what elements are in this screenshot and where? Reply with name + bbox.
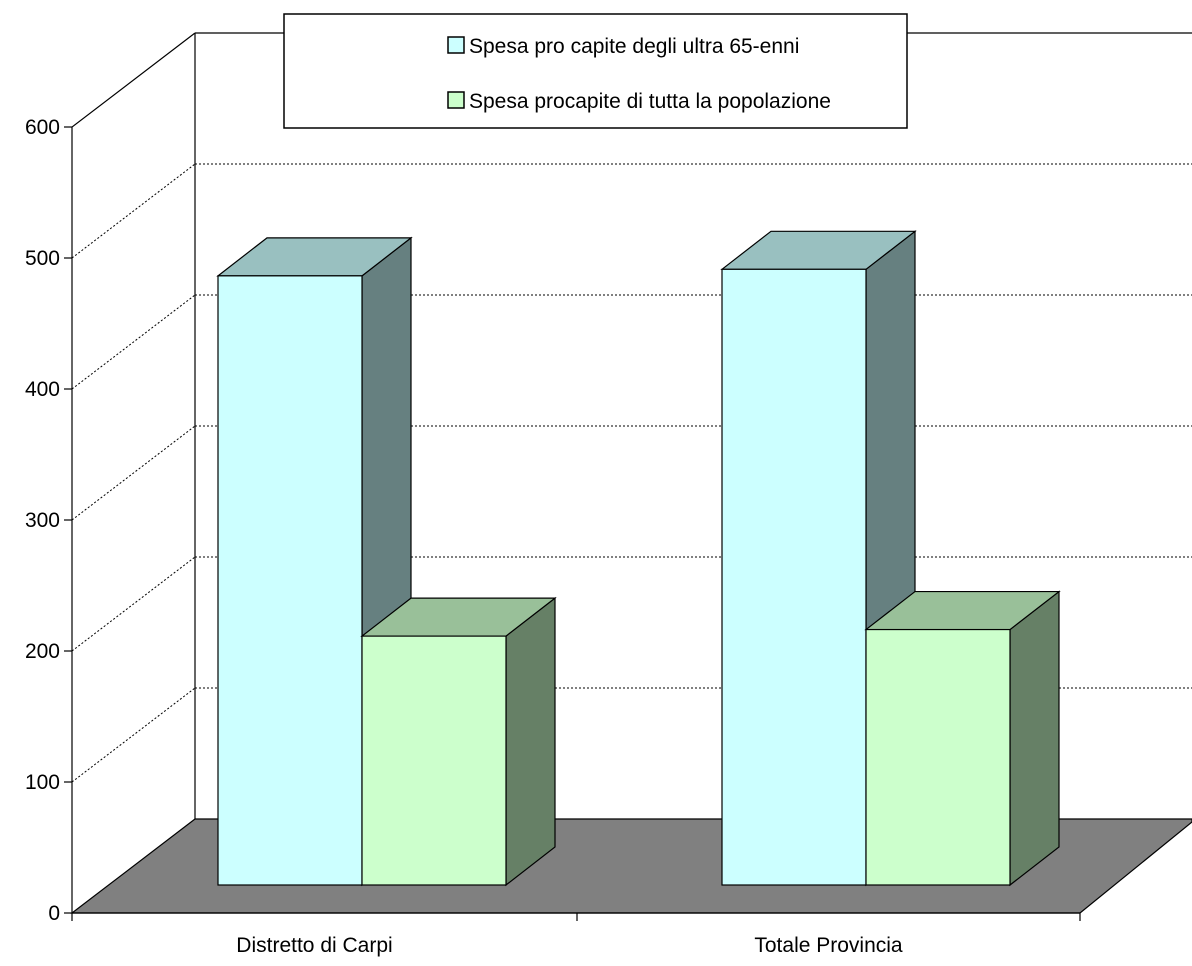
bar-front-face <box>361 635 507 886</box>
gridline-side-400 <box>71 294 196 390</box>
legend-label-series-1: Spesa pro capite degli ultra 65-enni <box>469 35 799 58</box>
bar-front-face <box>217 275 363 886</box>
bars <box>216 230 1061 887</box>
legend-swatch-series-2 <box>447 91 465 109</box>
gridlines <box>71 163 1192 783</box>
gridline-side-200 <box>71 556 196 652</box>
y-tick-label-200: 200 <box>25 640 60 663</box>
category-axis: Distretto di Carpi Totale Provincia <box>71 912 1081 957</box>
x-tick-label-1: Distretto di Carpi <box>236 934 392 957</box>
y-tick-label-400: 400 <box>25 378 60 401</box>
gridline-side-100 <box>71 687 196 783</box>
y-tick-label-0: 0 <box>48 902 60 925</box>
legend-label-series-2: Spesa procapite di tutta la popolazione <box>469 90 831 113</box>
y-tick-label-500: 500 <box>25 247 60 270</box>
legend-box <box>283 13 908 129</box>
bar-front-face <box>721 268 867 886</box>
y-tick-label-600: 600 <box>25 116 60 139</box>
bar-side-face <box>1009 590 1060 887</box>
legend-swatch-series-1 <box>447 36 465 54</box>
value-axis: 0 100 200 300 400 500 600 <box>25 116 72 925</box>
gridline-side-300 <box>71 425 196 521</box>
x-tick-label-2: Totale Provincia <box>754 934 903 957</box>
legend: Spesa pro capite degli ultra 65-enni Spe… <box>283 13 908 129</box>
y-tick-label-300: 300 <box>25 509 60 532</box>
bar-side-face <box>505 596 556 887</box>
bar-front-face <box>865 628 1011 886</box>
y-tick-label-100: 100 <box>25 771 60 794</box>
gridline-side-500 <box>71 163 196 259</box>
bar-1-2 <box>360 596 557 887</box>
bar-2-2 <box>864 590 1061 887</box>
